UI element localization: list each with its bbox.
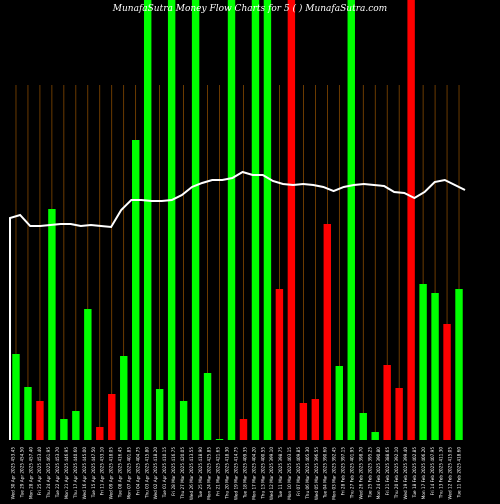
x-tick-label: Fri 14 Feb 2025 407.95 <box>430 447 435 496</box>
flow-bar <box>395 388 403 440</box>
flow-bar <box>239 419 248 440</box>
x-tick-label: Mon 07 Apr 2025 401.85 <box>126 447 131 499</box>
flow-bar <box>419 284 427 440</box>
x-tick-label: Mon 21 Apr 2025 446.95 <box>64 447 69 499</box>
x-tick-label: Tue 04 Mar 2025 390.60 <box>323 447 328 499</box>
flow-bar <box>227 0 236 440</box>
x-tick-label: Wed 26 Mar 2025 413.55 <box>189 447 194 500</box>
chart-title: MunafaSutra Money Flow Charts for 5 ( ) … <box>112 4 388 14</box>
flow-bar <box>431 293 439 440</box>
flow-bar <box>48 209 56 440</box>
x-tick-label: Thu 17 Apr 2025 440.60 <box>73 447 78 499</box>
x-tick-label: Mon 10 Mar 2025 403.15 <box>287 447 292 500</box>
x-tick-label: Fri 21 Mar 2025 421.65 <box>216 447 221 496</box>
flow-bar <box>203 373 212 440</box>
flow-bar <box>179 401 188 440</box>
flow-bar <box>371 432 379 440</box>
x-tick-label: Thu 20 Mar 2025 418.30 <box>225 447 230 500</box>
x-tick-label: Fri 21 Feb 2025 388.65 <box>385 447 390 496</box>
flow-bar <box>455 289 463 440</box>
x-tick-label: Mon 28 Apr 2025 457.40 <box>28 447 33 499</box>
flow-bar <box>84 309 92 440</box>
x-tick-label: Wed 12 Feb 2025 415.05 <box>448 447 453 500</box>
flow-bar <box>299 403 308 440</box>
flow-bar <box>191 0 200 440</box>
flow-bar <box>311 399 320 440</box>
x-tick-label: Fri 04 Apr 2025 404.75 <box>135 447 140 496</box>
flow-bar <box>251 0 260 440</box>
x-tick-label: Thu 24 Apr 2025 461.95 <box>46 447 51 499</box>
x-tick-label: Fri 28 Mar 2025 416.75 <box>171 447 176 496</box>
x-tick-label: Wed 19 Mar 2025 414.75 <box>234 447 239 500</box>
x-tick-label: Mon 03 Mar 2025 392.45 <box>332 447 337 500</box>
x-tick-label: Thu 13 Mar 2025 400.55 <box>260 447 265 500</box>
flow-bar <box>407 0 415 440</box>
flow-bar <box>96 427 104 440</box>
x-tick-label: Fri 11 Apr 2025 433.10 <box>100 447 105 496</box>
x-tick-label: Wed 02 Apr 2025 418.20 <box>153 447 158 500</box>
line-layer <box>9 170 466 440</box>
x-tick-label: Tue 01 Apr 2025 410.15 <box>162 447 167 499</box>
flow-bar <box>12 354 20 440</box>
flow-bar <box>275 289 284 440</box>
flow-bar <box>167 0 176 440</box>
flow-bar <box>323 224 332 440</box>
x-tick-label: Tue 22 Apr 2025 453.70 <box>55 447 60 499</box>
flow-bar <box>24 387 32 440</box>
flow-bar <box>287 0 296 440</box>
x-tick-label: Wed 05 Mar 2025 396.55 <box>314 447 319 500</box>
x-tick-label: Wed 30 Apr 2025 453.45 <box>10 447 15 500</box>
x-tick-label: Wed 26 Feb 2025 398.70 <box>358 447 363 500</box>
x-tick-label: Mon 24 Feb 2025 390.80 <box>376 447 381 500</box>
x-tick-label: Tue 11 Feb 2025 418.60 <box>457 447 462 499</box>
bar-layer <box>12 0 463 440</box>
flow-bar <box>108 394 116 440</box>
x-tick-label: Tue 11 Mar 2025 398.75 <box>278 447 283 499</box>
flow-bar <box>359 413 367 440</box>
x-tick-label: Fri 07 Mar 2025 409.85 <box>296 447 301 496</box>
x-tick-label: Tue 18 Feb 2025 402.85 <box>412 447 417 499</box>
x-tick-label: Mon 17 Mar 2025 404.20 <box>251 447 256 500</box>
flow-bar <box>335 366 343 440</box>
tick-layer: Wed 30 Apr 2025 453.45 Tue 29 Apr 2025 45… <box>10 447 461 500</box>
x-tick-label: Mon 17 Feb 2025 406.20 <box>421 447 426 500</box>
flow-bar <box>155 389 164 440</box>
flow-bar <box>72 411 80 440</box>
x-tick-label: Thu 27 Mar 2025 420.05 <box>180 447 185 500</box>
x-tick-label: Thu 13 Feb 2025 411.30 <box>439 447 444 500</box>
money-flow-line <box>9 170 466 440</box>
flow-bar <box>120 356 128 440</box>
x-tick-label: Thu 27 Feb 2025 401.95 <box>349 447 354 500</box>
x-tick-label: Wed 12 Mar 2025 399.10 <box>269 447 274 500</box>
flow-bar <box>263 0 272 440</box>
x-tick-label: Fri 28 Feb 2025 397.15 <box>341 447 346 496</box>
x-tick-label: Wed 16 Apr 2025 445.00 <box>82 447 87 500</box>
flow-bar <box>143 0 152 440</box>
x-tick-label: Tue 18 Mar 2025 409.35 <box>242 447 247 499</box>
x-tick-label: Thu 20 Feb 2025 392.10 <box>394 447 399 500</box>
flow-bar <box>347 0 355 440</box>
x-tick-label: Wed 09 Apr 2025 418.05 <box>109 447 114 500</box>
x-tick-label: Tue 08 Apr 2025 416.45 <box>118 447 123 499</box>
x-tick-label: Tue 25 Feb 2025 395.25 <box>367 447 372 499</box>
x-tick-label: Thu 06 Mar 2025 405.30 <box>305 447 310 500</box>
x-tick-label: Tue 29 Apr 2025 454.50 <box>19 447 24 499</box>
x-tick-label: Tue 15 Apr 2025 447.50 <box>91 447 96 499</box>
x-tick-label: Fri 25 Apr 2025 453.40 <box>37 447 42 496</box>
flow-bar <box>383 365 391 440</box>
flow-bar <box>132 140 140 440</box>
grid-layer <box>15 85 460 440</box>
x-tick-label: Mon 24 Mar 2025 425.85 <box>207 447 212 500</box>
flow-bar <box>60 419 68 440</box>
flow-bar <box>215 439 224 440</box>
x-tick-label: Tue 25 Mar 2025 418.90 <box>198 447 203 499</box>
flow-bar <box>36 401 44 440</box>
x-tick-label: Wed 19 Feb 2025 399.40 <box>403 447 408 500</box>
x-tick-label: Thu 03 Apr 2025 415.80 <box>144 447 149 499</box>
flow-bar <box>443 324 451 440</box>
